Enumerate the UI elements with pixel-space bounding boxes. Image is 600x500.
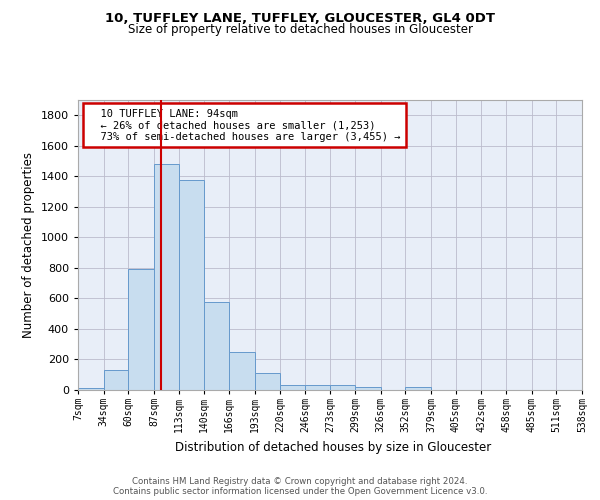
Text: Contains public sector information licensed under the Open Government Licence v3: Contains public sector information licen… bbox=[113, 486, 487, 496]
Text: 10, TUFFLEY LANE, TUFFLEY, GLOUCESTER, GL4 0DT: 10, TUFFLEY LANE, TUFFLEY, GLOUCESTER, G… bbox=[105, 12, 495, 26]
Bar bbox=[104, 370, 128, 390]
Bar bbox=[406, 387, 431, 390]
Bar bbox=[305, 386, 331, 390]
Bar bbox=[254, 373, 280, 390]
Text: Size of property relative to detached houses in Gloucester: Size of property relative to detached ho… bbox=[128, 22, 473, 36]
Bar bbox=[355, 387, 381, 390]
Text: 10 TUFFLEY LANE: 94sqm
  ← 26% of detached houses are smaller (1,253)
  73% of s: 10 TUFFLEY LANE: 94sqm ← 26% of detached… bbox=[88, 108, 401, 142]
Bar bbox=[128, 268, 154, 390]
Bar bbox=[280, 384, 305, 390]
Text: Distribution of detached houses by size in Gloucester: Distribution of detached houses by size … bbox=[175, 441, 491, 454]
Bar bbox=[331, 386, 355, 390]
Bar bbox=[154, 164, 179, 390]
Text: Contains HM Land Registry data © Crown copyright and database right 2024.: Contains HM Land Registry data © Crown c… bbox=[132, 476, 468, 486]
Bar bbox=[179, 180, 204, 390]
Bar bbox=[78, 388, 104, 390]
Bar bbox=[229, 352, 254, 390]
Y-axis label: Number of detached properties: Number of detached properties bbox=[22, 152, 35, 338]
Bar bbox=[204, 302, 229, 390]
